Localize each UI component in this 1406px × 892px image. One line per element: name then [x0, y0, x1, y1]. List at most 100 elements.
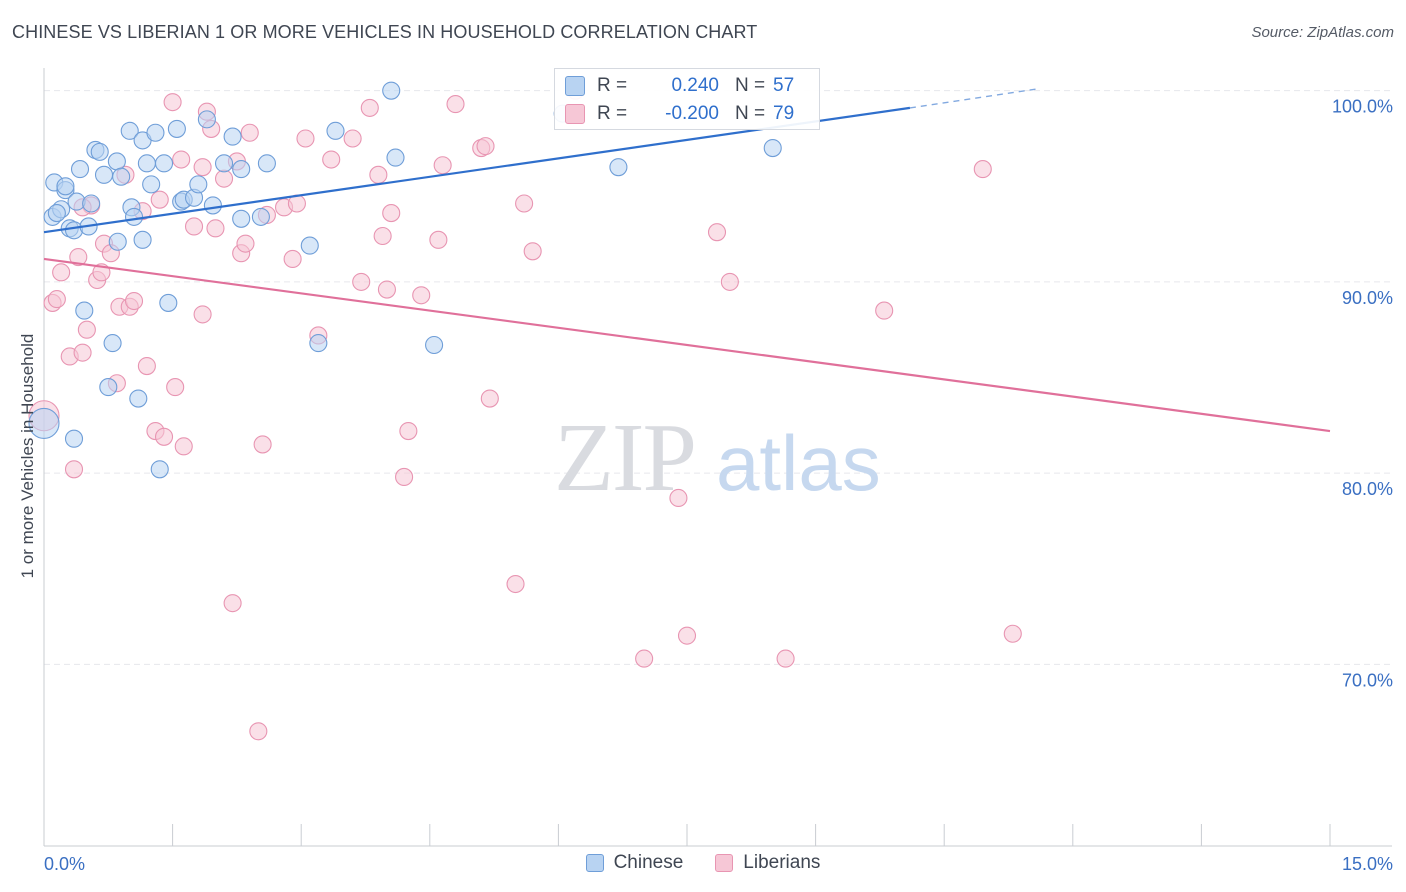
watermark-atlas: atlas [716, 419, 881, 507]
liberian-point [283, 249, 302, 269]
liberian-point [377, 280, 396, 299]
x-tick-label: 15.0% [1342, 854, 1393, 874]
liberian-point [399, 422, 418, 441]
stats-row-liberians: R = -0.200 N = 79 [565, 102, 821, 126]
chinese-point [99, 378, 118, 397]
liberian-point [412, 286, 431, 305]
liberian-point [47, 290, 66, 309]
liberian-point [875, 301, 894, 320]
liberian-point [322, 150, 341, 169]
r-label: R = [597, 103, 628, 124]
liberian-point [480, 389, 499, 408]
chinese-point [159, 293, 178, 312]
chinese-point [232, 209, 251, 228]
chinese-point [124, 207, 144, 226]
liberian-trend-line [43, 257, 1331, 433]
stats-row-chinese: R = 0.240 N = 57 [565, 74, 821, 98]
chinese-point [146, 123, 165, 142]
liberian-point [720, 272, 739, 291]
gridlines [44, 90, 1392, 665]
chinese-point [107, 152, 126, 171]
r-label: R = [597, 75, 628, 96]
chinese-point [257, 154, 276, 173]
liberian-point [776, 649, 795, 668]
chinese-point [150, 460, 169, 479]
chinese-point [70, 160, 90, 179]
chinese-point [197, 110, 216, 129]
liberian-point [150, 190, 169, 209]
liberian-point [77, 320, 96, 339]
liberian-point [193, 305, 212, 324]
legend-label-chinese: Chinese [613, 852, 684, 873]
chinese-point [28, 407, 60, 439]
series-liberians [28, 81, 1022, 741]
liberian-point [446, 95, 465, 114]
chinese-point [386, 148, 405, 167]
chinese-swatch [585, 854, 604, 872]
chinese-point [232, 160, 251, 179]
y-axis-label: 1 or more Vehicles in Household [18, 333, 37, 579]
liberian-point [1003, 624, 1022, 643]
chinese-point [189, 175, 208, 194]
liberian-point [395, 467, 414, 486]
liberian-point [677, 626, 697, 645]
legend-item-chinese[interactable]: Chinese [585, 852, 684, 874]
liberian-point [476, 137, 495, 156]
legend-item-liberians[interactable]: Liberians [715, 852, 820, 874]
liberian-point [236, 234, 255, 253]
series-chinese [28, 81, 782, 479]
chinese-point [763, 138, 782, 158]
liberian-point [214, 169, 234, 188]
chinese-trend-extension [909, 88, 1039, 109]
liberian-point [124, 291, 144, 311]
chinese-point [382, 81, 401, 100]
chinese-point [167, 119, 186, 138]
liberian-point [433, 156, 452, 175]
liberian-point [523, 242, 542, 261]
legend-label-liberians: Liberians [743, 852, 821, 873]
liberians-swatch [565, 104, 585, 124]
liberian-point [64, 460, 84, 479]
liberian-point [206, 219, 225, 238]
chinese-point [94, 165, 114, 184]
liberian-point [193, 158, 212, 177]
chinese-point [300, 236, 319, 255]
liberian-point [635, 649, 654, 668]
liberian-point [249, 722, 268, 741]
tick-labels: 70.0% 80.0% 90.0% 100.0% 0.0% 15.0% [44, 97, 1393, 874]
chinese-point [108, 232, 127, 251]
chinese-point [47, 204, 66, 223]
watermark: ZIP atlas [554, 404, 881, 512]
liberian-point [669, 488, 688, 508]
chinese-point [64, 429, 84, 448]
chinese-point [56, 177, 75, 196]
x-tick-label: 0.0% [44, 854, 85, 874]
n-label: N = [735, 75, 766, 96]
liberian-point [137, 356, 156, 376]
chinese-point [129, 389, 148, 408]
chinese-point [133, 230, 152, 249]
n-value: 57 [773, 75, 795, 96]
liberian-point [73, 343, 92, 362]
chinese-point [142, 175, 161, 194]
liberian-point [360, 98, 379, 117]
liberian-point [382, 204, 401, 223]
chinese-point [75, 301, 94, 320]
chinese-point [251, 207, 270, 226]
chinese-point [90, 142, 109, 161]
chinese-point [223, 127, 242, 146]
liberian-point [52, 263, 71, 282]
chinese-point [203, 196, 222, 215]
n-label: N = [735, 103, 766, 124]
liberian-point [296, 129, 315, 148]
chinese-point [103, 334, 122, 353]
chinese-point [154, 154, 174, 173]
liberian-point [174, 437, 193, 456]
chinese-point [112, 167, 131, 186]
chinese-point [137, 154, 156, 173]
y-tick-label: 90.0% [1342, 288, 1393, 308]
liberian-point [163, 93, 182, 112]
liberian-point [343, 129, 362, 148]
liberian-point [429, 230, 448, 249]
